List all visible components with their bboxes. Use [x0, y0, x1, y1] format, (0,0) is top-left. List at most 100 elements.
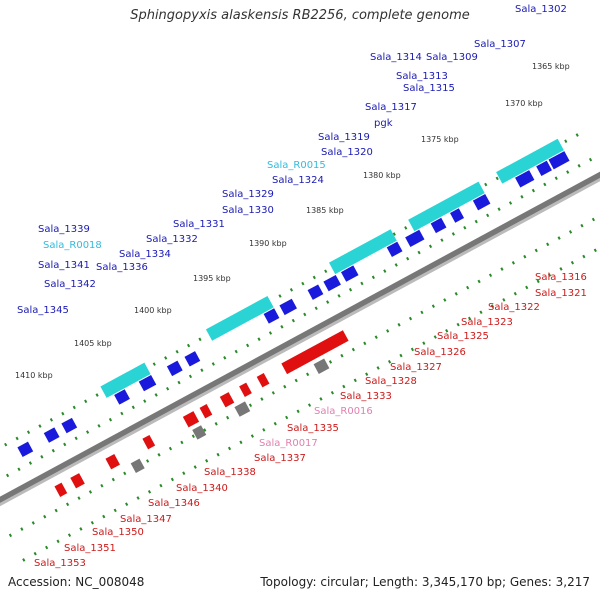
- forward-gene-label: Sala_1330: [222, 205, 274, 216]
- reverse-gene-arrow-body: [256, 373, 270, 388]
- reverse-gene-label: Sala_1351: [64, 543, 116, 554]
- reverse-gene-label: Sala_R0016: [314, 406, 373, 417]
- forward-gene-label: Sala_1307: [474, 39, 526, 50]
- reverse-gene-arrow-body: [239, 382, 252, 397]
- forward-gene-arrow-body: [515, 170, 535, 188]
- forward-gene-arrow: [340, 265, 359, 282]
- forward-gene-label: Sala_1341: [38, 260, 90, 271]
- reverse-gene-arrow: [105, 454, 120, 470]
- reverse-gene-label: Sala_1322: [488, 302, 540, 313]
- forward-gene-arrow-body: [114, 389, 130, 405]
- reverse-gene-arrow-body: [105, 454, 120, 470]
- forward-gene-arrow: [166, 360, 183, 377]
- scale-tick-label: 1395 kbp: [193, 274, 231, 283]
- forward-gene-arrow-body: [536, 160, 552, 177]
- forward-gene-label: Sala_1331: [173, 219, 225, 230]
- guide-dotted-line: [14, 246, 600, 566]
- scale-tick-label: 1380 kbp: [363, 171, 401, 180]
- genome-backbone: [0, 171, 600, 504]
- gray-gene-block: [313, 358, 330, 374]
- reverse-gene-arrow: [256, 373, 270, 388]
- forward-gene-arrow: [279, 298, 297, 316]
- reverse-gene-label: Sala_R0017: [259, 438, 318, 449]
- forward-gene-arrow-body: [17, 441, 34, 458]
- forward-gene-arrow-body: [263, 308, 280, 324]
- forward-gene-label: Sala_R0015: [267, 160, 326, 171]
- reverse-gene-arrow-body: [219, 392, 235, 408]
- forward-gene-arrow-body: [43, 427, 60, 443]
- genome-backbone: [0, 177, 600, 507]
- forward-gene-label: Sala_1345: [17, 305, 69, 316]
- cog-cyan-block-body: [408, 181, 485, 232]
- guide-dotted-line: [0, 214, 600, 542]
- cog-cyan-block: [100, 362, 151, 398]
- gray-gene-block-body: [234, 401, 251, 417]
- reverse-gene-label: Sala_1350: [92, 527, 144, 538]
- cog-cyan-block-body: [100, 362, 151, 398]
- forward-gene-label: Sala_1319: [318, 132, 370, 143]
- accession-text: Accession: NC_008048: [8, 575, 145, 589]
- forward-gene-arrow-body: [61, 417, 78, 434]
- forward-gene-label: Sala_1334: [119, 249, 171, 260]
- reverse-gene-arrow-body: [281, 330, 349, 375]
- scale-tick-label: 1405 kbp: [74, 339, 112, 348]
- forward-gene-arrow: [17, 441, 34, 458]
- scale-tick-label: 1400 kbp: [134, 306, 172, 315]
- forward-gene-arrow: [323, 274, 341, 292]
- gray-gene-block: [130, 458, 145, 474]
- reverse-gene-arrow: [219, 392, 235, 408]
- forward-gene-arrow-body: [184, 351, 201, 367]
- reverse-gene-arrow: [239, 382, 252, 397]
- gray-gene-block-body: [130, 458, 145, 474]
- forward-gene-label: Sala_1324: [272, 175, 324, 186]
- reverse-gene-label: Sala_1327: [390, 362, 442, 373]
- forward-gene-arrow: [138, 374, 157, 392]
- cog-cyan-block-body: [496, 138, 564, 184]
- reverse-gene-label: Sala_1337: [254, 453, 306, 464]
- scale-tick-label: 1390 kbp: [249, 239, 287, 248]
- reverse-gene-arrow: [142, 434, 156, 450]
- reverse-gene-arrow: [70, 473, 85, 489]
- reverse-gene-label: Sala_1328: [365, 376, 417, 387]
- reverse-gene-label: Sala_1353: [34, 558, 86, 569]
- forward-gene-arrow-body: [386, 241, 403, 257]
- forward-gene-label: Sala_1302: [515, 4, 567, 15]
- reverse-gene-label: Sala_1347: [120, 514, 172, 525]
- forward-gene-label: Sala_1339: [38, 224, 90, 235]
- reverse-gene-label: Sala_1340: [176, 483, 228, 494]
- gray-gene-block: [192, 425, 207, 440]
- reverse-gene-label: Sala_1333: [340, 391, 392, 402]
- scale-tick-label: 1385 kbp: [306, 206, 344, 215]
- forward-gene-arrow: [472, 193, 491, 211]
- genome-summary-text: Topology: circular; Length: 3,345,170 bp…: [260, 575, 590, 589]
- forward-gene-label: Sala_1315: [403, 83, 455, 94]
- forward-gene-label: Sala_R0018: [43, 240, 102, 251]
- cog-cyan-block: [205, 295, 274, 341]
- reverse-gene-label: Sala_1335: [287, 423, 339, 434]
- reverse-gene-arrow-body: [54, 482, 68, 497]
- forward-gene-arrow-body: [405, 229, 425, 247]
- scale-tick-label: 1370 kbp: [505, 99, 543, 108]
- forward-gene-arrow: [263, 308, 280, 324]
- gray-gene-block-body: [192, 425, 207, 440]
- forward-gene-label: Sala_1329: [222, 189, 274, 200]
- forward-gene-label: Sala_1317: [365, 102, 417, 113]
- reverse-gene-label: Sala_1338: [204, 467, 256, 478]
- cog-cyan-block: [496, 138, 564, 184]
- forward-gene-arrow-body: [323, 274, 341, 292]
- forward-gene-arrow: [43, 427, 60, 443]
- forward-gene-arrow-body: [430, 217, 447, 234]
- forward-gene-label: Sala_1336: [96, 262, 148, 273]
- reverse-gene-arrow-body: [70, 473, 85, 489]
- reverse-gene-arrow: [281, 330, 349, 375]
- forward-gene-label: Sala_1309: [426, 52, 478, 63]
- forward-gene-arrow: [548, 151, 570, 170]
- forward-gene-label: Sala_1320: [321, 147, 373, 158]
- map-title: Sphingopyxis alaskensis RB2256, complete…: [130, 8, 470, 23]
- forward-gene-arrow: [386, 241, 403, 257]
- reverse-gene-arrow-body: [182, 411, 200, 428]
- cog-cyan-block-body: [205, 295, 274, 341]
- reverse-gene-arrow: [182, 411, 200, 428]
- cog-cyan-block: [408, 181, 485, 232]
